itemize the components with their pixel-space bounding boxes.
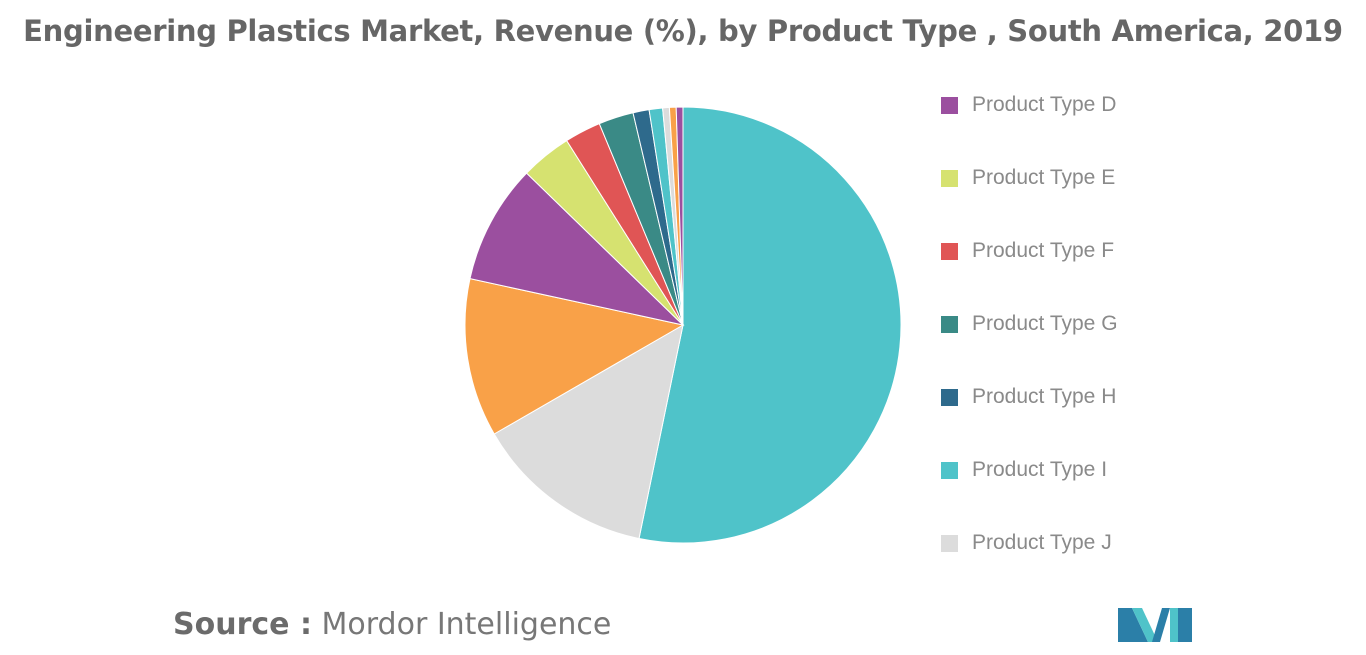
legend-swatch	[941, 96, 958, 114]
legend-item: Product Type H	[941, 382, 1116, 412]
legend-item: Product Type J	[941, 528, 1112, 558]
legend-item: Product Type I	[941, 455, 1107, 485]
legend-swatch	[941, 461, 958, 479]
legend-label: Product Type D	[972, 93, 1117, 116]
legend-swatch	[941, 242, 958, 260]
legend-label: Product Type E	[972, 166, 1116, 189]
legend-swatch	[941, 534, 958, 552]
source-credit: Source : Mordor Intelligence	[173, 607, 611, 642]
legend-swatch	[941, 169, 958, 187]
mordor-logo-icon	[1118, 608, 1192, 642]
legend-label: Product Type I	[972, 458, 1108, 481]
legend-label: Product Type G	[972, 312, 1118, 335]
legend-item: Product Type G	[941, 309, 1118, 339]
legend-item: Product Type E	[941, 163, 1115, 193]
pie-slice-product-type-i	[638, 106, 902, 544]
source-prefix: Source :	[173, 607, 312, 642]
legend-item: Product Type D	[941, 90, 1116, 120]
pie-slice-minor-2	[464, 278, 685, 435]
legend-label: Product Type J	[972, 531, 1112, 554]
legend-label: Product Type F	[972, 239, 1115, 262]
legend-swatch	[941, 388, 958, 406]
legend-swatch	[941, 315, 958, 333]
chart-title: Engineering Plastics Market, Revenue (%)…	[23, 14, 1343, 48]
source-name: Mordor Intelligence	[321, 607, 612, 642]
pie-slice-product-type-j	[493, 324, 684, 540]
pie-slice-minor-11	[675, 106, 684, 326]
legend-label: Product Type H	[972, 385, 1117, 408]
pie-slice-product-type-d	[469, 172, 685, 326]
legend-item: Product Type F	[941, 236, 1114, 266]
